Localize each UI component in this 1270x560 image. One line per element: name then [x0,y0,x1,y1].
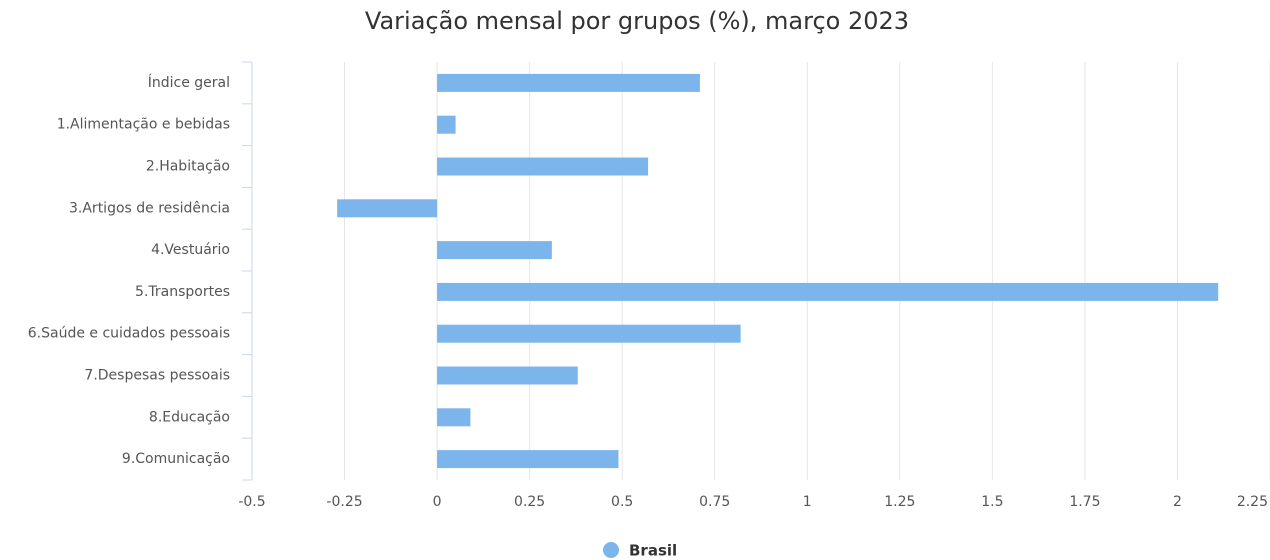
y-tick-label: 8.Educação [149,409,230,425]
x-tick-label: 0.5 [611,494,633,510]
y-tick-label: 1.Alimentação e bebidas [57,117,230,133]
y-tick-label: 6.Saúde e cuidados pessoais [28,326,230,342]
bar [437,408,471,427]
x-tick-label: 2.25 [1237,494,1268,510]
x-tick-label: 0 [433,494,442,510]
x-tick-label: 1 [803,494,812,510]
x-tick-label: 0.75 [699,494,730,510]
chart-title: Variação mensal por grupos (%), março 20… [365,7,909,35]
legend-label: Brasil [629,542,677,560]
y-tick-label: 9.Comunicação [122,451,230,467]
bar [437,450,619,469]
bar [437,366,578,385]
bar [437,241,552,260]
bar [437,115,456,134]
bar [437,157,649,176]
y-tick-label: 7.Despesas pessoais [84,368,230,384]
x-tick-label: 1.5 [981,494,1003,510]
bar [437,282,1219,301]
x-tick-label: 1.25 [884,494,915,510]
bar [437,324,741,343]
x-tick-label: 1.75 [1069,494,1100,510]
y-tick-label: 4.Vestuário [151,242,230,258]
y-tick-label: 2.Habitação [146,159,230,175]
x-tick-label: -0.5 [238,494,265,510]
x-tick-label: -0.25 [326,494,362,510]
legend-marker [603,542,619,558]
x-tick-label: 0.25 [514,494,545,510]
x-tick-label: 2 [1173,494,1182,510]
bar [337,199,438,218]
y-tick-label: 5.Transportes [135,284,230,300]
y-tick-label: 3.Artigos de residência [69,200,230,216]
y-tick-label: Índice geral [148,74,230,91]
bar [437,73,700,92]
